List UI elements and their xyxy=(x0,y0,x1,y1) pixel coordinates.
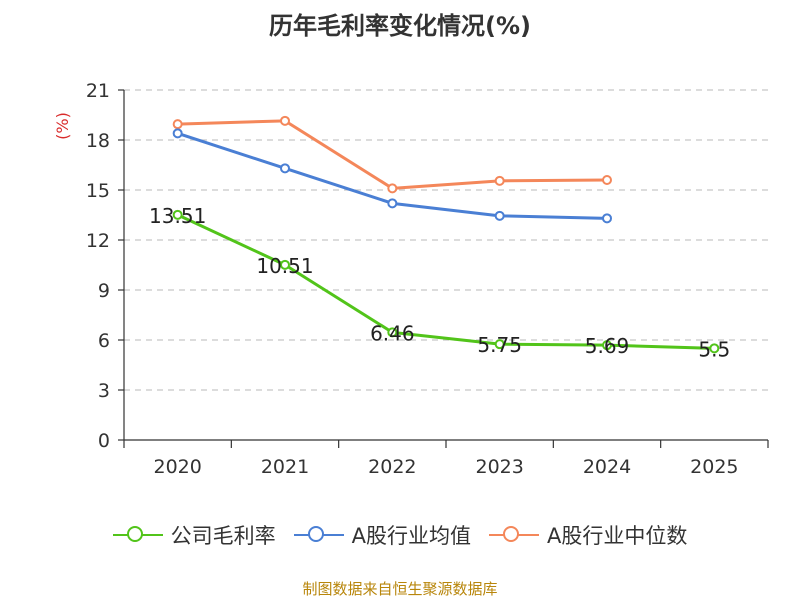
data-point-2-1 xyxy=(280,115,290,126)
legend-marker-icon xyxy=(112,524,163,546)
legend-item-0[interactable]: 公司毛利率 xyxy=(112,520,276,550)
data-label-2021: 10.51 xyxy=(256,254,313,278)
data-label-2023: 5.75 xyxy=(477,333,522,357)
grid-lines xyxy=(124,89,768,391)
x-tick-label-2025: 2025 xyxy=(690,456,738,478)
y-tick-label: 9 xyxy=(98,280,110,302)
y-tick-label: 15 xyxy=(86,180,110,202)
data-label-2025: 5.5 xyxy=(698,337,730,361)
x-tick-label-2024: 2024 xyxy=(583,456,631,478)
y-tick-label: 3 xyxy=(98,380,110,402)
data-label-2020: 13.51 xyxy=(149,204,206,228)
data-point-2-4 xyxy=(602,175,612,185)
series-line-0 xyxy=(177,213,715,350)
data-point-0-3 xyxy=(494,339,505,350)
chart-title: 历年毛利率变化情况(%) xyxy=(269,12,531,40)
data-point-0-2 xyxy=(387,327,398,338)
y-tick-label: 12 xyxy=(86,230,110,252)
legend-marker-icon xyxy=(293,524,344,546)
data-point-0-5 xyxy=(709,343,720,354)
data-point-1-0 xyxy=(172,128,183,139)
data-point-1-2 xyxy=(387,198,398,209)
data-point-1-3 xyxy=(494,210,505,221)
data-point-0-0 xyxy=(172,209,183,220)
y-tick-label: 6 xyxy=(98,330,110,352)
axes: 0 3 6 9 12 15 18 21 2020 2021 2022 2023 2024 2025 xyxy=(86,80,769,478)
legend-label: 公司毛利率 xyxy=(170,524,276,548)
y-axis-unit-label: (%) xyxy=(53,112,72,140)
source-note: 制图数据来自恒生聚源数据库 xyxy=(302,580,498,598)
data-point-2-2 xyxy=(387,183,398,194)
data-point-2-3 xyxy=(494,175,505,186)
legend-label: A股行业中位数 xyxy=(547,524,688,548)
data-point-0-1 xyxy=(280,259,290,270)
legend-item-1[interactable]: A股行业均值 xyxy=(293,520,471,550)
data-point-1-1 xyxy=(280,163,290,174)
legend-label: A股行业均值 xyxy=(351,524,471,548)
y-tick-label: 0 xyxy=(98,430,110,452)
data-point-2-0 xyxy=(172,119,183,130)
legend-marker-icon xyxy=(489,524,539,546)
legend: 公司毛利率 A股行业均值 A股行业中位数 xyxy=(0,520,800,550)
x-tick-label-2023: 2023 xyxy=(475,456,523,478)
data-point-1-4 xyxy=(602,213,612,224)
data-label-2024: 5.69 xyxy=(585,334,630,358)
y-tick-label: 21 xyxy=(86,80,110,102)
x-tick-label-2022: 2022 xyxy=(368,456,416,478)
x-tick-label-2021: 2021 xyxy=(261,456,309,478)
series-lines xyxy=(172,115,720,354)
data-labels: 13.51 10.51 6.46 5.75 5.69 5.5 xyxy=(149,204,730,362)
legend-item-2[interactable]: A股行业中位数 xyxy=(489,520,687,550)
data-point-0-4 xyxy=(602,340,612,351)
y-tick-label: 18 xyxy=(86,130,110,152)
data-label-2022: 6.46 xyxy=(370,321,415,345)
x-tick-label-2020: 2020 xyxy=(153,456,201,478)
